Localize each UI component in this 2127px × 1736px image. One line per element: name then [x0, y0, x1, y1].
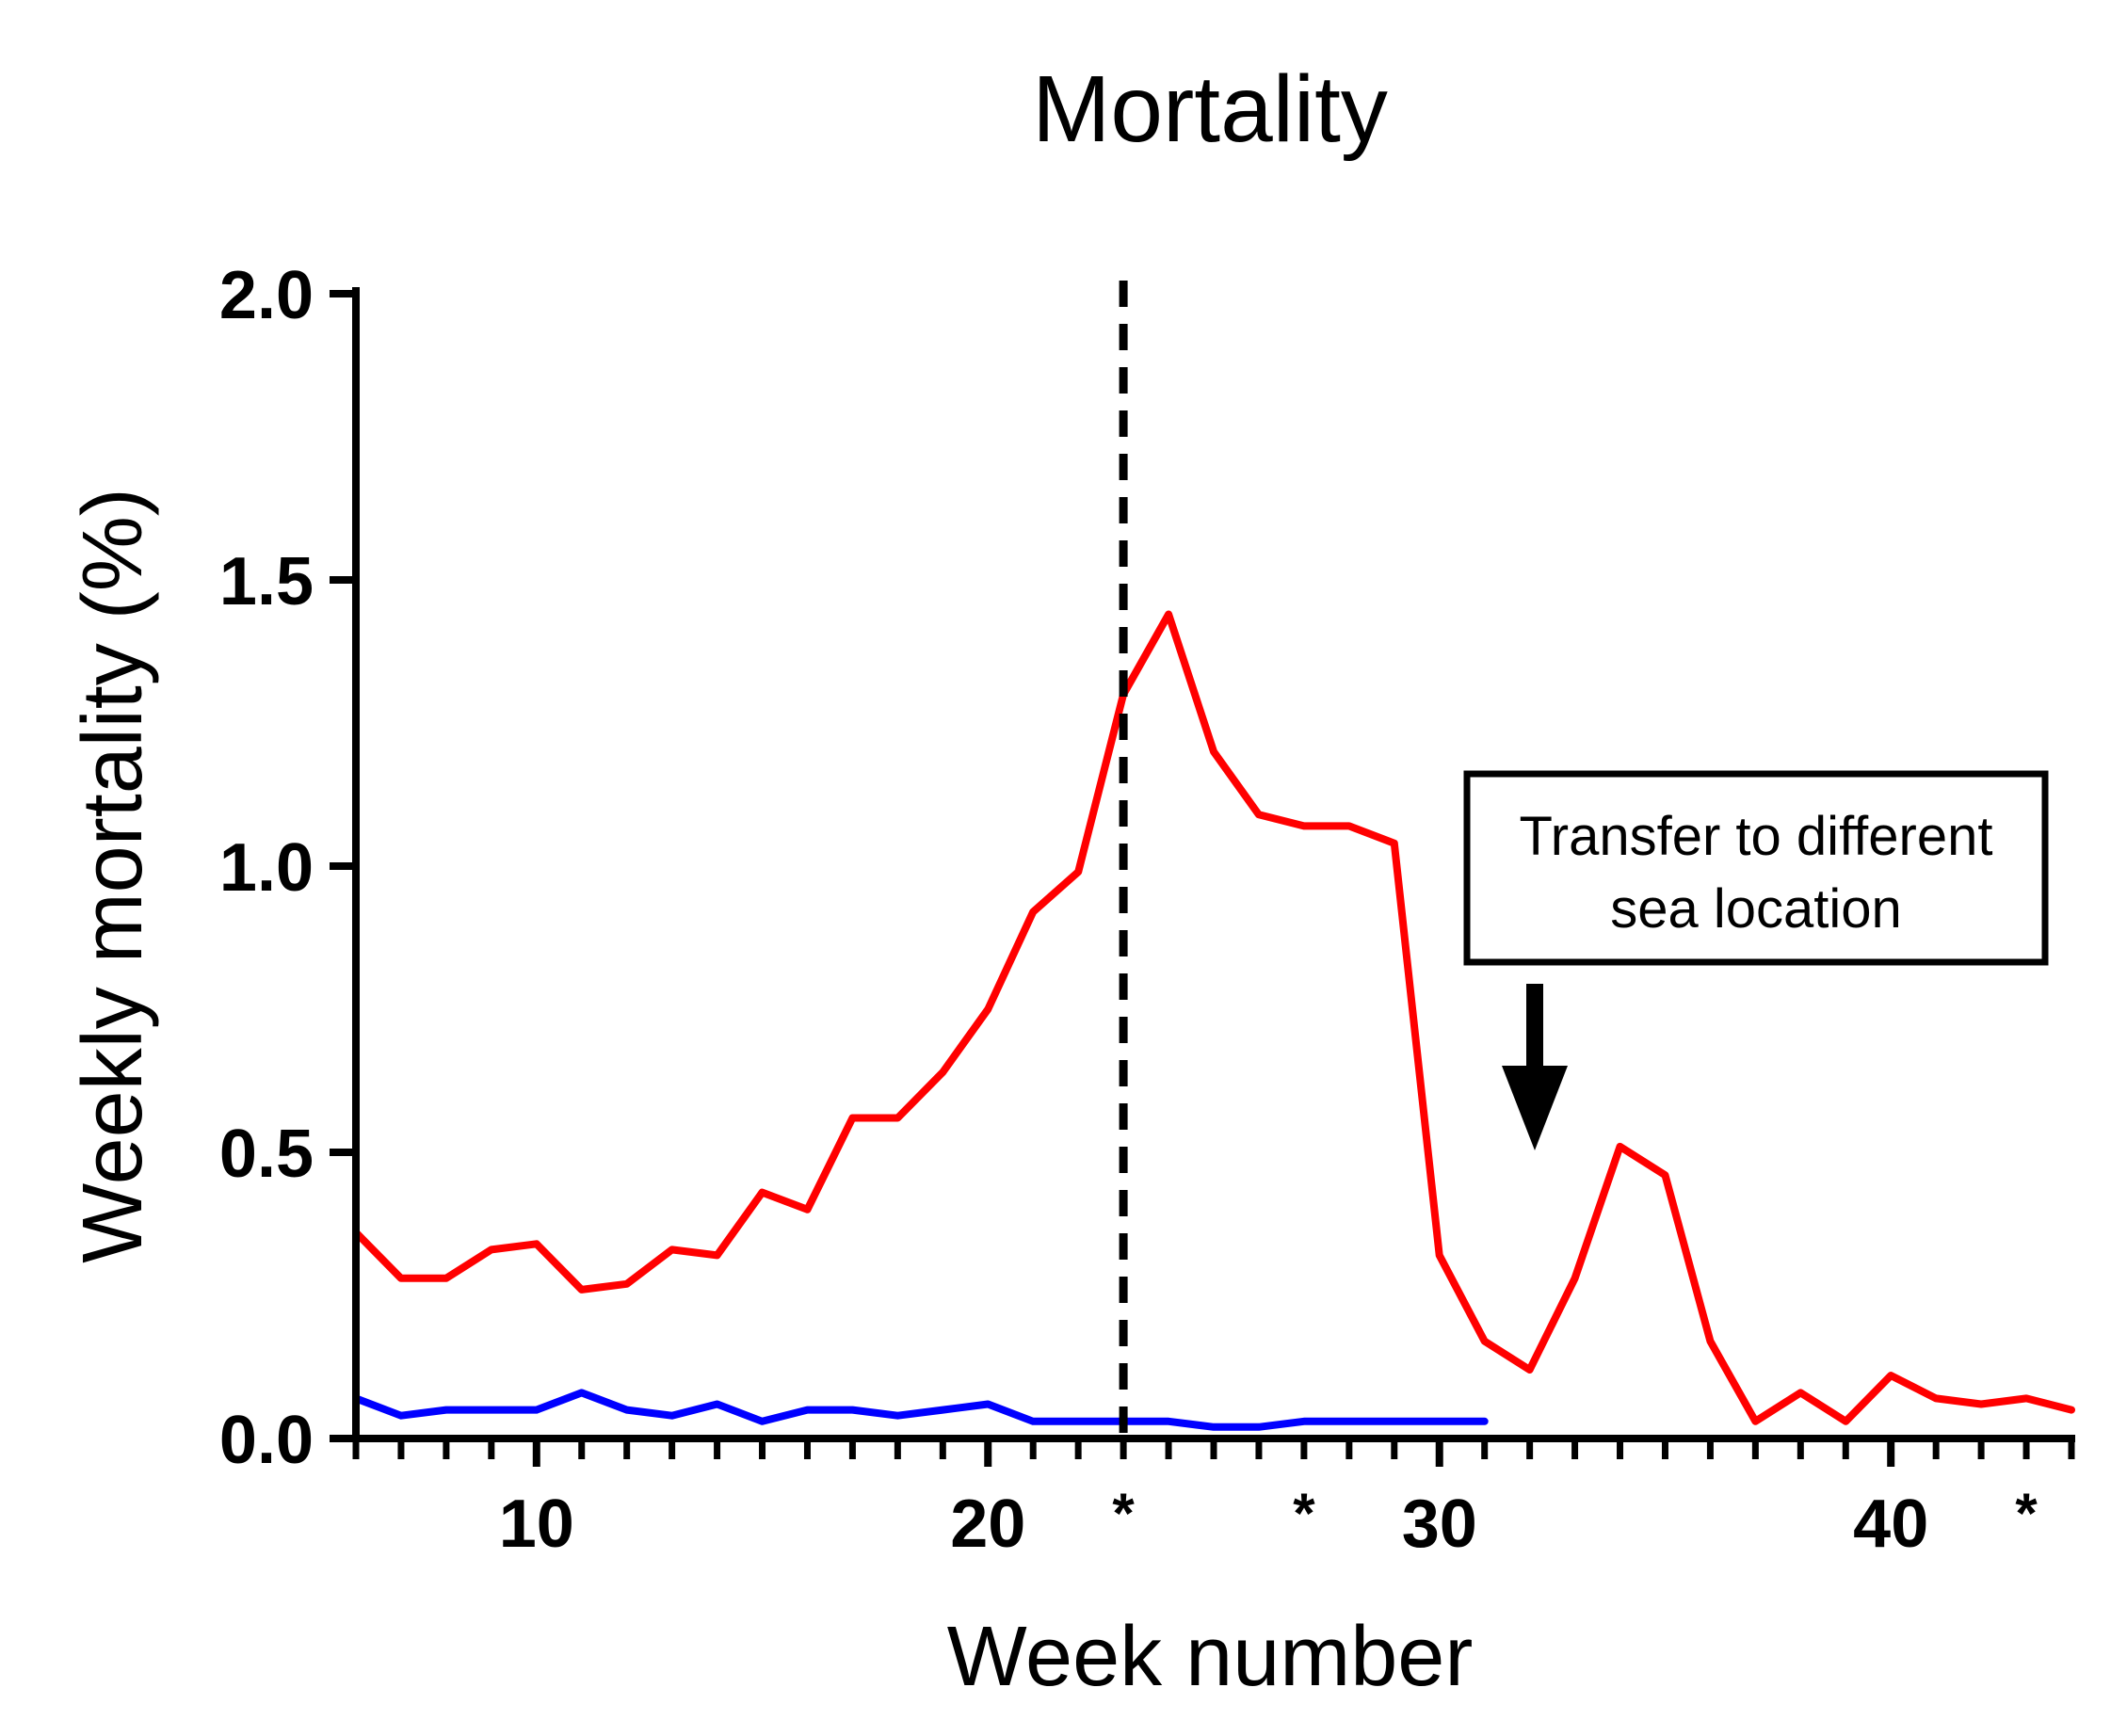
asterisk-marker: * — [1112, 1482, 1135, 1545]
annotation-line-2: sea location — [1610, 878, 1902, 940]
x-tick-label: 10 — [499, 1487, 574, 1562]
y-tick-label: 0.0 — [219, 1403, 314, 1478]
annotation-arrow-head — [1502, 1066, 1568, 1150]
x-tick-label: 40 — [1853, 1487, 1928, 1562]
y-axis-label: Weekly mortality (%) — [66, 488, 160, 1262]
x-tick-label: 30 — [1402, 1487, 1477, 1562]
series-line-red — [352, 610, 2075, 1425]
transfer-annotation: Transfer to different sea location — [1463, 770, 2049, 1150]
asterisk-marker: * — [1293, 1482, 1315, 1545]
y-tick-label: 1.5 — [219, 544, 314, 619]
y-tick-label: 0.5 — [219, 1117, 314, 1192]
annotation-line-1: Transfer to different — [1520, 806, 1993, 867]
chart-title: Mortality — [1032, 56, 1388, 162]
series-line-blue — [352, 1389, 1489, 1431]
annotation-box — [1463, 770, 2049, 966]
y-tick-label: 2.0 — [219, 258, 314, 333]
asterisk-marker: * — [2015, 1482, 2038, 1545]
x-axis-label: Week number — [947, 1610, 1474, 1704]
x-tick-label: 20 — [950, 1487, 1025, 1562]
y-tick-label: 1.0 — [219, 830, 314, 906]
